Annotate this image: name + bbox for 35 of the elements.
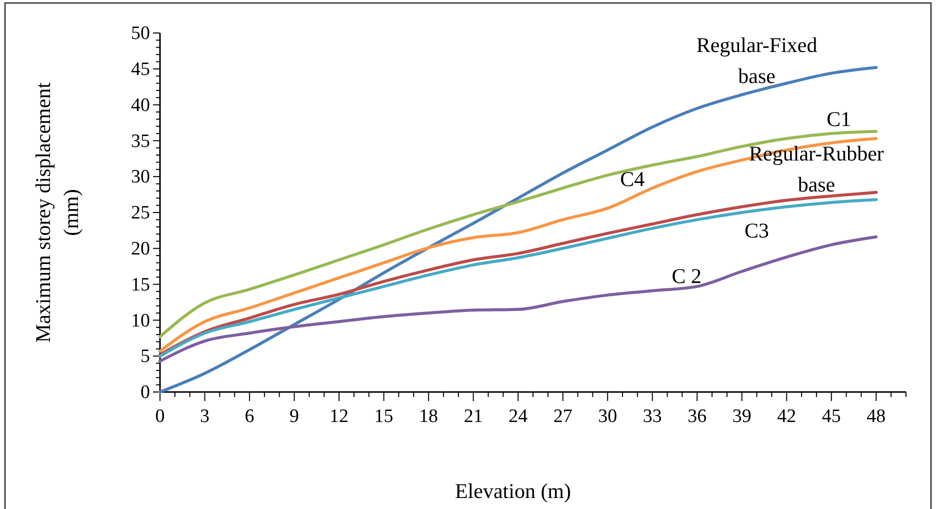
y-tick-label: 5: [140, 346, 150, 368]
x-tick-label: 45: [822, 406, 841, 427]
series-label: C4: [620, 166, 646, 191]
y-tick-label: 35: [131, 130, 150, 152]
y-axis-title: Maximum storey displacement (mm): [31, 82, 83, 343]
y-tick-label: 20: [131, 238, 150, 260]
x-tick-label: 3: [200, 406, 210, 427]
y-tick-label: 0: [140, 382, 150, 404]
x-tick-label: 39: [732, 406, 752, 427]
series-label: C 2: [672, 264, 702, 288]
x-tick-label: 48: [866, 406, 886, 427]
x-tick-label: 15: [374, 406, 394, 427]
y-tick-label: 45: [131, 58, 150, 80]
x-tick-label: 24: [508, 406, 528, 427]
x-tick-label: 9: [290, 406, 300, 427]
series-label: C3: [744, 218, 770, 243]
x-tick-label: 6: [244, 406, 254, 427]
x-tick-label: 33: [642, 406, 662, 427]
x-tick-label: 27: [553, 406, 572, 427]
y-tick-label: 50: [131, 23, 150, 44]
y-tick-label: 40: [131, 94, 150, 116]
x-tick-label: 30: [598, 406, 618, 427]
y-tick-label: 15: [131, 274, 150, 296]
x-tick-label: 12: [330, 406, 349, 427]
x-tick-label: 18: [419, 406, 438, 427]
y-tick-label: 10: [131, 310, 150, 332]
x-axis-title: Elevation (m): [454, 479, 572, 503]
x-tick-label: 42: [777, 406, 796, 427]
series-label: C1: [826, 107, 852, 132]
x-tick-label: 21: [464, 406, 483, 427]
x-tick-label: 0: [155, 406, 165, 427]
x-tick-label: 36: [688, 406, 707, 427]
y-tick-label: 25: [131, 202, 150, 224]
y-tick-label: 30: [131, 166, 150, 188]
series-label: Regular-Fixed base: [696, 32, 818, 88]
